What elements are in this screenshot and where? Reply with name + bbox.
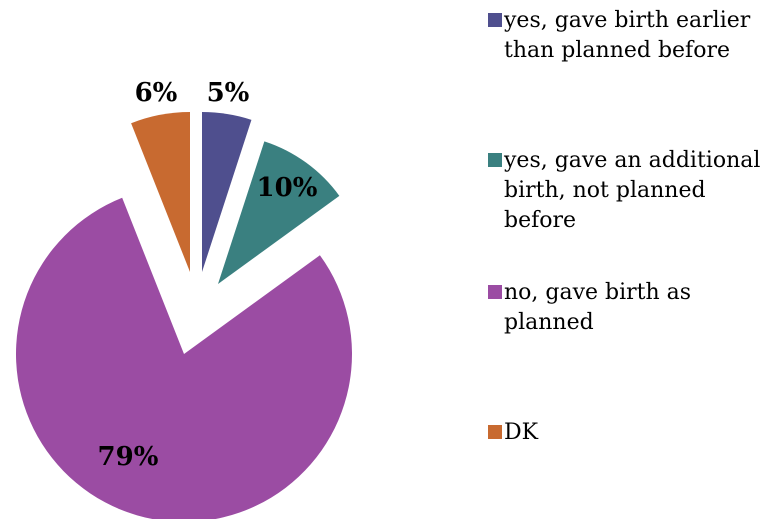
legend-swatch xyxy=(488,13,502,27)
slice-data-label: 79% xyxy=(98,442,159,472)
legend-item-additional: yes, gave an additional birth, not plann… xyxy=(488,146,766,236)
legend-label: yes, gave an additional birth, not plann… xyxy=(504,148,761,233)
pie-slice xyxy=(218,141,340,284)
legend-label: yes, gave birth earlier than planned bef… xyxy=(504,8,751,63)
pie-slice xyxy=(131,112,190,272)
legend-label: no, gave birth as planned xyxy=(504,280,692,335)
legend-swatch xyxy=(488,425,502,439)
legend-swatch xyxy=(488,153,502,167)
slice-data-label: 10% xyxy=(257,173,318,203)
legend-swatch xyxy=(488,285,502,299)
pie-chart: 5% 10% 79% 6% xyxy=(16,78,352,519)
legend-item-earlier: yes, gave birth earlier than planned bef… xyxy=(488,6,766,66)
pie-slice xyxy=(202,112,252,272)
slice-data-label: 5% xyxy=(207,78,250,108)
slice-data-label: 6% xyxy=(135,78,178,108)
pie-slice xyxy=(16,197,352,519)
legend-item-as-planned: no, gave birth as planned xyxy=(488,278,766,338)
legend-item-dk: DK xyxy=(488,418,766,448)
legend-label: DK xyxy=(504,420,539,445)
